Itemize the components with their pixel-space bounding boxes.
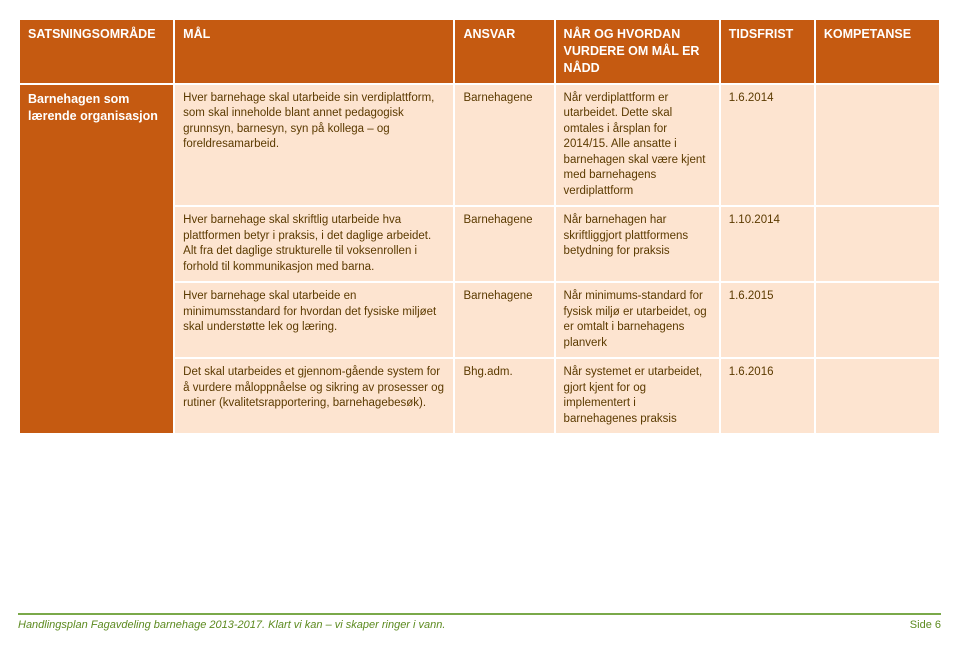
header-responsible: ANSVAR [454,19,554,84]
responsible-cell: Barnehagene [454,84,554,207]
header-deadline: TIDSFRIST [720,19,815,84]
responsible-cell: Bhg.adm. [454,358,554,434]
area-cell: Barnehagen som lærende organisasjon [19,84,174,435]
competence-cell [815,84,940,207]
goal-cell: Det skal utarbeides et gjennom-gående sy… [174,358,454,434]
deadline-cell: 1.6.2014 [720,84,815,207]
deadline-cell: 1.6.2015 [720,282,815,358]
when-cell: Når verdiplattform er utarbeidet. Dette … [555,84,720,207]
responsible-cell: Barnehagene [454,282,554,358]
goal-cell: Hver barnehage skal utarbeide sin verdip… [174,84,454,207]
deadline-cell: 1.10.2014 [720,206,815,282]
responsible-cell: Barnehagene [454,206,554,282]
plan-table: SATSNINGSOMRÅDE MÅL ANSVAR NÅR OG HVORDA… [18,18,941,435]
footer-text-left: Handlingsplan Fagavdeling barnehage 2013… [18,619,445,631]
when-cell: Når minimums-standard for fysisk miljø e… [555,282,720,358]
header-when: NÅR OG HVORDAN VURDERE OM MÅL ER NÅDD [555,19,720,84]
footer-page-number: Side 6 [910,619,941,631]
when-cell: Når systemet er utarbeidet, gjort kjent … [555,358,720,434]
goal-cell: Hver barnehage skal skriftlig utarbeide … [174,206,454,282]
page-footer: Handlingsplan Fagavdeling barnehage 2013… [18,613,941,631]
competence-cell [815,206,940,282]
deadline-cell: 1.6.2016 [720,358,815,434]
competence-cell [815,358,940,434]
header-competence: KOMPETANSE [815,19,940,84]
goal-cell: Hver barnehage skal utarbeide en minimum… [174,282,454,358]
table-row: Barnehagen som lærende organisasjon Hver… [19,84,940,207]
header-area: SATSNINGSOMRÅDE [19,19,174,84]
table-header-row: SATSNINGSOMRÅDE MÅL ANSVAR NÅR OG HVORDA… [19,19,940,84]
plan-table-container: SATSNINGSOMRÅDE MÅL ANSVAR NÅR OG HVORDA… [0,0,959,435]
header-goal: MÅL [174,19,454,84]
when-cell: Når barnehagen har skriftliggjort plattf… [555,206,720,282]
competence-cell [815,282,940,358]
